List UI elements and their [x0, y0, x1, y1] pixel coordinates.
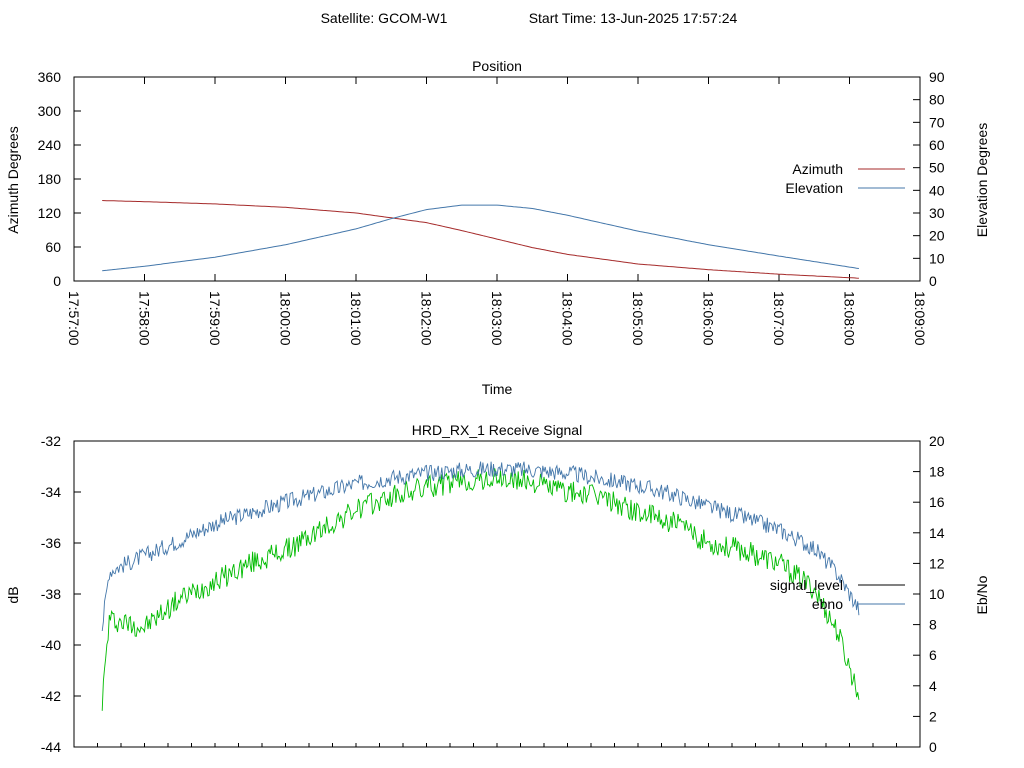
time-tick-label: 18:07:00	[771, 291, 787, 346]
legend-label-ebno: ebno	[812, 596, 843, 612]
ebno-axis-label: Eb/No	[974, 575, 990, 614]
time-tick-label: 18:02:00	[419, 291, 435, 346]
position-plot-frame	[73, 76, 921, 282]
elevation-tick-label: 70	[929, 114, 945, 130]
elevation-tick-label: 30	[929, 205, 945, 221]
time-tick-label: 18:03:00	[489, 291, 505, 346]
signal-chart: HRD_RX_1 Receive Signal dB Eb/No -44 -42 -…	[5, 422, 990, 755]
satellite-label: Satellite: GCOM-W1	[321, 10, 448, 26]
elevation-tick-label: 40	[929, 182, 945, 198]
series-line-elevation	[102, 204, 859, 272]
ebno-tick-label: 8	[929, 617, 937, 633]
ebno-tick-label: 16	[929, 494, 945, 510]
legend-label-signal-level: signal_level	[770, 577, 843, 593]
legend-label-elevation: Elevation	[785, 180, 843, 196]
series-line-azimuth	[102, 200, 859, 279]
ebno-tick-label: 18	[929, 464, 945, 480]
signal-chart-title: HRD_RX_1 Receive Signal	[412, 422, 582, 438]
time-tick-label: 17:58:00	[137, 291, 153, 346]
ebno-tick-label: 10	[929, 586, 945, 602]
elevation-tick-label: 50	[929, 160, 945, 176]
ebno-tick-label: 12	[929, 555, 945, 571]
db-tick-label: -34	[41, 484, 61, 500]
ebno-tick-label: 4	[929, 678, 937, 694]
db-axis-label: dB	[5, 586, 21, 603]
azimuth-tick-label: 0	[53, 273, 61, 289]
elevation-tick-label: 20	[929, 228, 945, 244]
db-tick-label: -36	[41, 535, 61, 551]
db-tick-label: -42	[41, 688, 61, 704]
time-tick-label: 18:00:00	[278, 291, 294, 346]
position-chart-title: Position	[472, 58, 522, 74]
azimuth-tick-label: 120	[38, 205, 62, 221]
db-tick-label: -38	[41, 586, 61, 602]
position-chart: Position Time Azimuth Degrees Elevation …	[5, 58, 990, 397]
elevation-tick-label: 10	[929, 250, 945, 266]
azimuth-tick-label: 240	[38, 137, 62, 153]
azimuth-axis-label: Azimuth Degrees	[5, 126, 21, 233]
azimuth-tick-label: 60	[45, 239, 61, 255]
legend-label-azimuth: Azimuth	[792, 161, 843, 177]
azimuth-tick-label: 360	[38, 69, 62, 85]
time-tick-label: 18:09:00	[912, 291, 928, 346]
db-tick-label: -44	[41, 739, 61, 755]
elevation-tick-label: 80	[929, 92, 945, 108]
series-line-ebno	[101, 461, 860, 632]
elevation-tick-label: 90	[929, 69, 945, 85]
elevation-tick-label: 60	[929, 137, 945, 153]
db-tick-label: -32	[41, 433, 61, 449]
time-tick-label: 18:04:00	[560, 291, 576, 346]
time-tick-label: 18:08:00	[842, 291, 858, 346]
position-x-axis-label: Time	[482, 381, 513, 397]
azimuth-tick-label: 180	[38, 171, 62, 187]
ebno-tick-label: 6	[929, 647, 937, 663]
db-tick-label: -40	[41, 637, 61, 653]
elevation-axis-label: Elevation Degrees	[974, 123, 990, 237]
time-tick-label: 17:59:00	[207, 291, 223, 346]
azimuth-tick-label: 300	[38, 103, 62, 119]
time-tick-label: 18:06:00	[701, 291, 717, 346]
ebno-tick-label: 0	[929, 739, 937, 755]
time-tick-label: 17:57:00	[66, 291, 82, 346]
ebno-tick-label: 20	[929, 433, 945, 449]
time-tick-label: 18:05:00	[630, 291, 646, 346]
ebno-tick-label: 14	[929, 525, 945, 541]
series-line-signal-level	[101, 468, 860, 711]
elevation-tick-label: 0	[929, 273, 937, 289]
time-tick-label: 18:01:00	[348, 291, 364, 346]
start-time-label: Start Time: 13-Jun-2025 17:57:24	[529, 10, 738, 26]
ebno-tick-label: 2	[929, 708, 937, 724]
